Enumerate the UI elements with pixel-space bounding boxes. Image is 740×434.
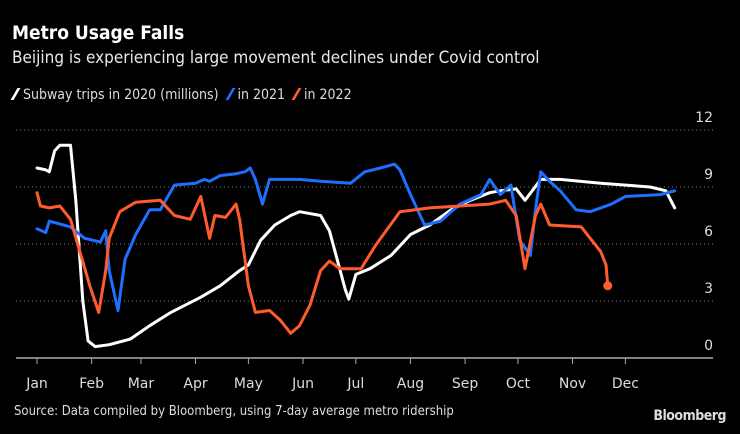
x-tick-label: Sep <box>452 376 479 392</box>
x-tick-label: Aug <box>397 376 424 392</box>
legend-label: in 2021 <box>237 87 286 103</box>
legend: Subway trips in 2020 (millions) in 2021 … <box>10 87 352 103</box>
legend-item-2020: Subway trips in 2020 (millions) <box>10 87 219 103</box>
y-tick-label: 12 <box>695 110 713 126</box>
chart-title: Metro Usage Falls <box>12 22 185 44</box>
x-tick-label: Jul <box>346 376 364 392</box>
bloomberg-logo: Bloomberg <box>653 408 726 424</box>
chart-subtitle: Beijing is experiencing large movement d… <box>12 48 540 68</box>
x-tick-label: Jan <box>25 376 48 392</box>
legend-item-2022: in 2022 <box>291 87 352 103</box>
legend-label: in 2022 <box>304 87 352 103</box>
x-tick-label: May <box>234 376 263 392</box>
y-tick-label: 0 <box>704 338 713 354</box>
x-tick-label: Nov <box>559 376 586 392</box>
y-tick-label: 6 <box>704 224 713 240</box>
x-tick-label: Apr <box>183 376 207 392</box>
legend-item-2021: in 2021 <box>225 87 286 103</box>
x-tick-label: Jun <box>291 376 314 392</box>
x-tick-label: Dec <box>612 376 639 392</box>
y-tick-label: 3 <box>704 281 713 297</box>
series-line-2021 <box>35 162 677 312</box>
series-end-marker-2022 <box>603 281 613 291</box>
x-tick-label: Mar <box>128 376 155 392</box>
y-tick-label: 9 <box>704 167 713 183</box>
source-note: Source: Data compiled by Bloomberg, usin… <box>14 404 454 419</box>
x-tick-label: Oct <box>506 376 531 392</box>
series-line-2022 <box>35 191 610 335</box>
legend-label: Subway trips in 2020 (millions) <box>23 87 219 103</box>
series-line-2020 <box>35 143 677 349</box>
x-tick-label: Feb <box>79 376 104 392</box>
